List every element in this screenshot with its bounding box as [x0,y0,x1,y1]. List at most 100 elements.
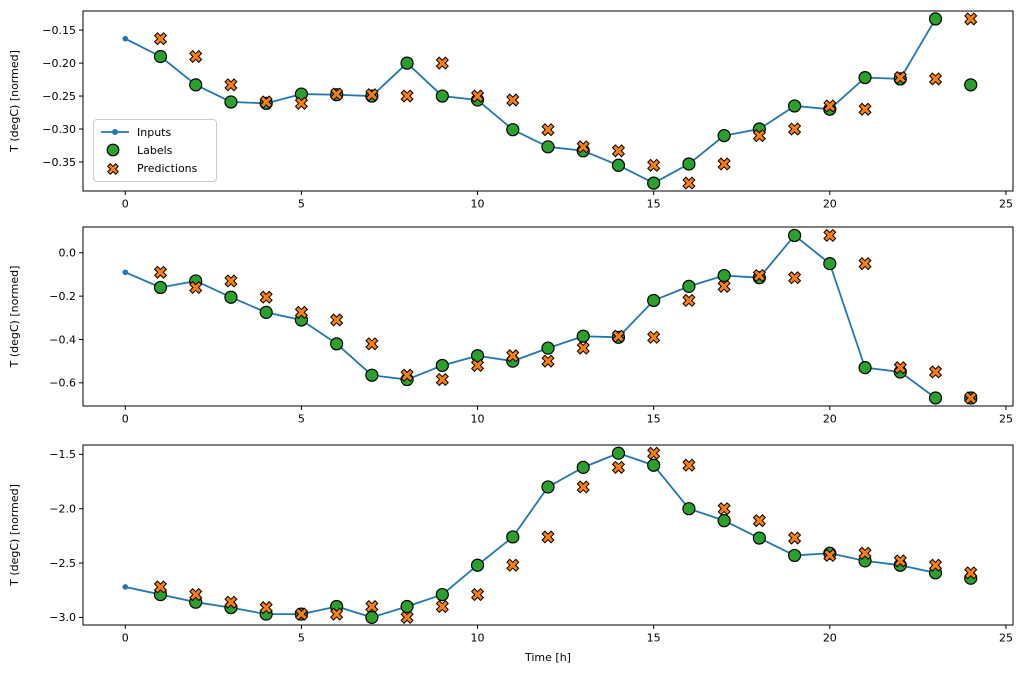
x-tick-label: 25 [999,632,1013,645]
prediction-point [717,279,731,293]
prediction-point [964,12,978,26]
predictions-x-icon [107,162,119,175]
inputs-line [124,18,937,184]
label-point [470,349,485,363]
prediction-point [752,514,766,528]
y-tick-label: −0.2 [49,290,76,303]
x-tick-label: 5 [298,632,305,645]
prediction-point [823,548,837,563]
x-axis: 0 5 10 15 20 25 [122,191,1013,211]
legend-label-labels: Labels [137,143,173,157]
prediction-point [541,530,555,544]
label-point [752,531,766,545]
prediction-point [153,32,168,46]
subplot-3: 0 5 10 15 20 25 −1.5 −2.0 −2.5 −3.0 T (degC) [norm… [8,444,1014,664]
prediction-point [365,88,379,102]
prediction-point [506,349,520,363]
y-tick-label: 0.0 [59,247,77,260]
label-point [541,480,555,494]
x-tick-label: 5 [298,413,305,426]
x-tick-label: 5 [298,198,305,211]
legend-circle-sample [106,144,120,157]
label-point [189,78,203,92]
label-point [330,337,344,351]
y-tick-label: −2.5 [49,557,76,570]
prediction-point [576,140,590,154]
y-axis: −1.5 −2.0 −2.5 −3.0 [49,448,83,624]
legend-label-inputs: Inputs [137,125,172,139]
series-predictions [153,12,978,190]
label-point [400,56,414,70]
label-point [647,458,661,472]
label-point [964,78,978,92]
label-point [647,293,661,308]
subplot-1: 0 5 10 15 20 25 −0.15 −0.20 −0.25 −0.30 −0.35 T (de… [8,10,1014,211]
x-axis-label: Time [h] [524,651,571,664]
prediction-point [330,87,344,101]
prediction-point [928,365,943,379]
legend-item-labels: Labels [100,141,208,159]
x-tick-label: 25 [999,413,1013,426]
prediction-point [858,546,872,560]
label-point [400,599,414,614]
label-point [717,514,731,528]
series-labels [153,446,978,624]
y-tick-label: −1.5 [49,448,76,461]
label-point [858,70,872,85]
subplot-2: 0 5 10 15 20 25 0.0 −0.2 −0.4 −0.6 T (degC) [norme… [8,226,1014,426]
prediction-point [682,458,696,472]
labels-circle-icon [106,144,120,157]
prediction-point [858,102,872,116]
y-tick-label: −0.15 [42,24,76,37]
prediction-point [788,122,802,136]
x-tick-label: 10 [471,632,485,645]
prediction-point [294,305,308,319]
prediction-point [541,123,555,137]
x-tick-label: 15 [647,632,661,645]
label-point [611,158,626,172]
y-tick-label: −3.0 [49,611,76,624]
axes-frame [82,226,1014,407]
prediction-point [788,271,802,285]
prediction-point [717,502,731,516]
label-point [647,176,661,190]
prediction-point [259,290,273,304]
prediction-point [259,601,273,615]
prediction-point [153,580,168,594]
prediction-point [893,554,907,568]
prediction-point [611,329,626,343]
prediction-point [470,89,485,103]
y-tick-label: −2.0 [49,502,76,515]
label-point [506,530,520,544]
prediction-point [611,460,626,474]
label-point [928,12,943,26]
series-predictions [153,228,978,405]
y-tick-label: −0.35 [42,156,76,169]
y-axis: 0.0 −0.2 −0.4 −0.6 [49,247,83,390]
x-tick-label: 0 [122,413,129,426]
y-tick-label: −0.30 [42,123,76,136]
label-point [682,279,696,293]
y-tick-label: −0.25 [42,90,76,103]
x-tick-label: 20 [823,413,837,426]
y-tick-label: −0.20 [42,57,76,70]
x-tick-label: 0 [122,632,129,645]
series-predictions [153,446,978,624]
legend-item-inputs: Inputs [100,123,208,141]
prediction-point [400,89,414,103]
label-point [365,610,379,624]
prediction-point [893,71,907,85]
x-tick-label: 20 [823,632,837,645]
prediction-point [189,280,203,295]
legend-x-sample [107,162,119,175]
y-tick-label: −0.4 [49,333,76,346]
prediction-point [858,257,872,271]
prediction-point [470,358,485,373]
input-point [122,584,129,590]
inputs-line [124,234,937,399]
series-inputs [122,16,939,186]
prediction-point [470,587,485,602]
label-point [435,358,449,373]
prediction-point [541,354,555,368]
